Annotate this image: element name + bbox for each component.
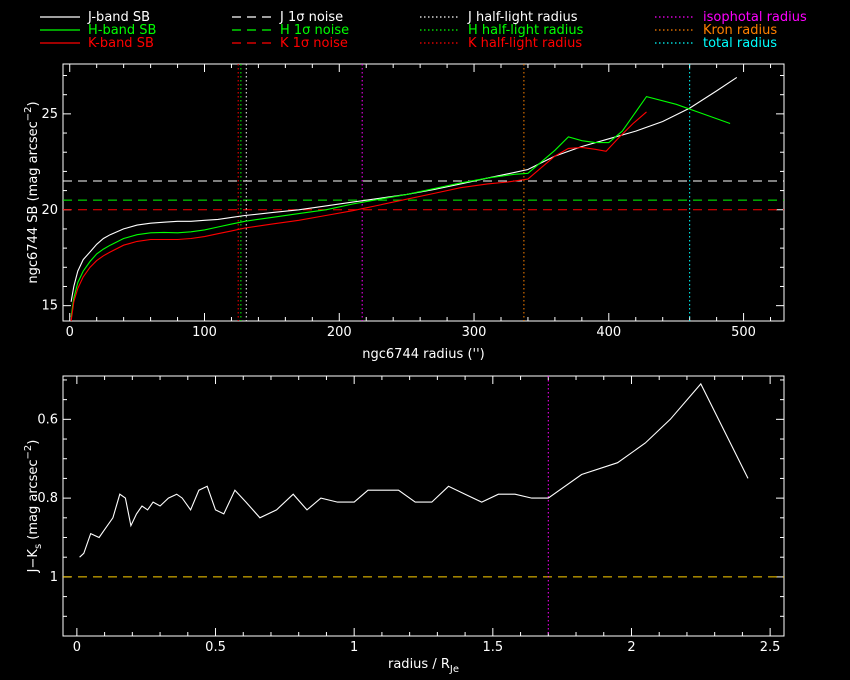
series-line: [79, 382, 749, 558]
y-axis-label-close: ): [26, 440, 41, 445]
legend-label: H 1σ noise: [280, 23, 349, 38]
x-tick-label: 2.5: [760, 640, 781, 655]
y-tick-label: 25: [41, 107, 58, 122]
x-tick-label: 0.5: [205, 640, 226, 655]
plot-frame: [62, 375, 785, 637]
y-axis-label-superscript: −2: [23, 445, 34, 460]
series-line: [70, 95, 731, 318]
x-tick-label: 1.5: [482, 640, 503, 655]
x-tick-label: 400: [596, 325, 621, 340]
y-axis-label-subscript: s: [33, 544, 44, 549]
x-tick-label: 1: [350, 640, 358, 655]
y-axis-label-rest: (mag arcsec: [26, 460, 41, 544]
x-axis-label: ngc6744 radius (''): [362, 347, 484, 362]
y-axis-label-close: ): [26, 101, 41, 106]
series-line: [70, 111, 647, 322]
y-tick-label: 0.6: [37, 412, 58, 427]
legend-label: J-band SB: [87, 10, 150, 25]
color-profile-panel: 0 0.5 1 1.5 2 2.5 0.6 0.8 1 radius / RJe J−Ks (mag…: [23, 375, 785, 675]
legend-label: J half-light radius: [467, 10, 578, 25]
legend-label: Kron radius: [703, 23, 777, 38]
x-tick-label: 100: [192, 325, 217, 340]
x-tick-label: 0: [73, 640, 81, 655]
x-tick-label: 0: [66, 325, 74, 340]
legend-label: K 1σ noise: [280, 36, 348, 51]
x-tick-label: 2: [627, 640, 635, 655]
x-tick-label: 200: [327, 325, 352, 340]
legend-label: total radius: [703, 36, 777, 51]
legend-label: J 1σ noise: [279, 10, 343, 25]
x-axis-label-subscript: Je: [449, 664, 459, 675]
legend-label: H half-light radius: [468, 23, 584, 38]
x-axis-label: radius / RJe: [388, 657, 459, 675]
x-tick-label: 300: [462, 325, 487, 340]
legend-label: K-band SB: [88, 36, 154, 51]
y-axis-label-main: ngc6744 SB (mag arcsec: [26, 121, 41, 283]
y-axis-label-superscript: −2: [23, 106, 34, 121]
surface-brightness-panel: 0 100 200 300 400 500 15 20 25 ngc6744 radius (''…: [23, 63, 785, 362]
legend-label: K half-light radius: [468, 36, 582, 51]
y-tick-label: 0.8: [37, 491, 58, 506]
x-axis-label-main: radius / R: [388, 657, 450, 672]
y-axis-label: J−Ks (mag arcsec−2): [23, 440, 44, 574]
y-axis-label-main: J−K: [26, 549, 41, 574]
plot-frame: [62, 63, 785, 322]
legend-label: isophotal radius: [703, 10, 807, 25]
y-tick-label: 1: [50, 570, 58, 585]
y-axis-label: ngc6744 SB (mag arcsec−2): [23, 101, 41, 283]
x-tick-label: 500: [731, 325, 756, 340]
y-tick-label: 15: [41, 299, 58, 314]
y-tick-label: 20: [41, 203, 58, 218]
legend-label: H-band SB: [88, 23, 156, 38]
